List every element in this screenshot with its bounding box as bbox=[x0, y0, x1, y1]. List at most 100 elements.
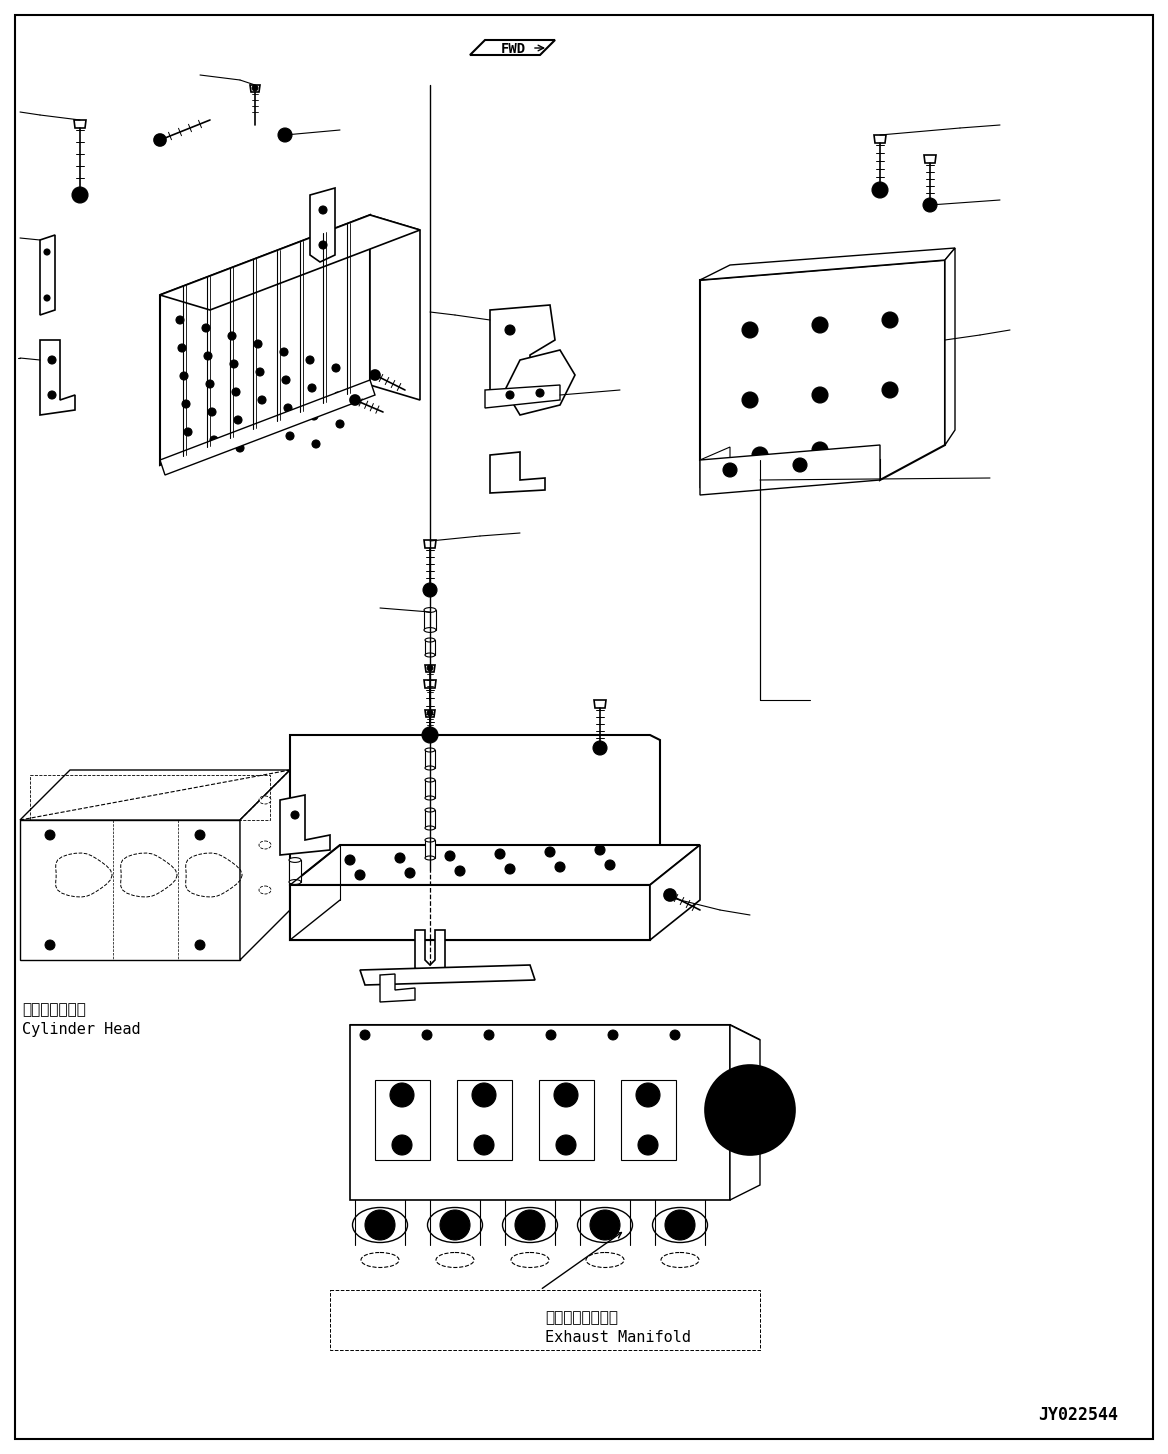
Circle shape bbox=[440, 1210, 470, 1240]
Circle shape bbox=[665, 1210, 695, 1240]
Circle shape bbox=[204, 352, 213, 361]
Text: Exhaust Manifold: Exhaust Manifold bbox=[545, 1330, 691, 1345]
Circle shape bbox=[593, 742, 607, 755]
Ellipse shape bbox=[427, 1207, 482, 1243]
Ellipse shape bbox=[259, 885, 271, 894]
Polygon shape bbox=[20, 771, 290, 820]
Circle shape bbox=[258, 395, 266, 404]
Circle shape bbox=[719, 1080, 780, 1140]
Polygon shape bbox=[250, 84, 260, 92]
Polygon shape bbox=[310, 188, 335, 262]
Circle shape bbox=[253, 340, 262, 348]
Circle shape bbox=[182, 400, 190, 409]
Circle shape bbox=[46, 939, 55, 949]
Circle shape bbox=[742, 321, 758, 337]
Ellipse shape bbox=[425, 838, 434, 842]
Circle shape bbox=[178, 345, 186, 352]
Circle shape bbox=[422, 727, 438, 743]
Circle shape bbox=[286, 432, 294, 441]
Circle shape bbox=[427, 710, 433, 715]
Circle shape bbox=[793, 458, 807, 473]
Polygon shape bbox=[425, 710, 434, 717]
Circle shape bbox=[44, 249, 50, 254]
Circle shape bbox=[210, 436, 218, 443]
Circle shape bbox=[495, 849, 505, 859]
Circle shape bbox=[77, 192, 83, 198]
Circle shape bbox=[812, 387, 828, 403]
Circle shape bbox=[738, 1098, 762, 1122]
Ellipse shape bbox=[425, 747, 434, 752]
Polygon shape bbox=[700, 445, 880, 494]
Circle shape bbox=[395, 853, 405, 864]
Circle shape bbox=[232, 388, 239, 395]
Circle shape bbox=[202, 324, 210, 332]
Polygon shape bbox=[40, 236, 55, 316]
Circle shape bbox=[360, 1029, 370, 1040]
Circle shape bbox=[812, 442, 828, 458]
Polygon shape bbox=[700, 249, 955, 281]
Circle shape bbox=[531, 377, 538, 384]
Circle shape bbox=[370, 369, 380, 379]
Polygon shape bbox=[424, 539, 436, 548]
Circle shape bbox=[927, 202, 933, 208]
Polygon shape bbox=[700, 260, 945, 480]
Ellipse shape bbox=[288, 880, 301, 884]
Circle shape bbox=[46, 830, 55, 840]
Circle shape bbox=[872, 182, 888, 198]
Circle shape bbox=[176, 316, 185, 324]
Circle shape bbox=[456, 867, 465, 875]
Circle shape bbox=[280, 348, 288, 356]
Text: FWD: FWD bbox=[500, 42, 526, 57]
Circle shape bbox=[312, 441, 320, 448]
Ellipse shape bbox=[586, 1252, 624, 1268]
Circle shape bbox=[545, 1029, 556, 1040]
Circle shape bbox=[882, 382, 898, 398]
Circle shape bbox=[445, 851, 456, 861]
Bar bbox=[621, 1080, 676, 1160]
Circle shape bbox=[256, 368, 264, 377]
Circle shape bbox=[278, 128, 292, 142]
Circle shape bbox=[882, 313, 898, 329]
Circle shape bbox=[334, 393, 342, 400]
Bar bbox=[30, 775, 270, 820]
Polygon shape bbox=[380, 974, 415, 1002]
Ellipse shape bbox=[425, 795, 434, 800]
Circle shape bbox=[208, 409, 216, 416]
Circle shape bbox=[345, 855, 355, 865]
Bar bbox=[375, 1080, 430, 1160]
Circle shape bbox=[545, 848, 555, 856]
Ellipse shape bbox=[288, 858, 301, 862]
Polygon shape bbox=[485, 385, 559, 409]
Circle shape bbox=[427, 664, 433, 670]
Polygon shape bbox=[924, 156, 936, 163]
Polygon shape bbox=[360, 965, 535, 984]
Ellipse shape bbox=[259, 795, 271, 804]
Circle shape bbox=[609, 1029, 618, 1040]
Ellipse shape bbox=[259, 840, 271, 849]
Bar bbox=[425, 750, 434, 768]
Polygon shape bbox=[290, 885, 651, 939]
Circle shape bbox=[423, 583, 437, 598]
Polygon shape bbox=[470, 41, 555, 55]
Circle shape bbox=[742, 393, 758, 409]
Circle shape bbox=[472, 1083, 496, 1106]
Circle shape bbox=[474, 1136, 494, 1154]
Polygon shape bbox=[290, 845, 700, 885]
Bar bbox=[425, 840, 434, 858]
Circle shape bbox=[364, 1210, 395, 1240]
Circle shape bbox=[284, 404, 292, 411]
Polygon shape bbox=[160, 215, 420, 310]
Bar bbox=[457, 1080, 512, 1160]
Circle shape bbox=[336, 420, 345, 427]
Circle shape bbox=[705, 1064, 795, 1154]
Circle shape bbox=[536, 390, 544, 397]
Bar bbox=[424, 611, 436, 630]
Bar bbox=[331, 1290, 760, 1349]
Circle shape bbox=[281, 132, 288, 138]
Ellipse shape bbox=[353, 1207, 408, 1243]
Bar bbox=[425, 640, 434, 654]
Circle shape bbox=[44, 295, 50, 301]
Circle shape bbox=[332, 364, 340, 372]
Polygon shape bbox=[290, 885, 651, 939]
Circle shape bbox=[515, 1210, 545, 1240]
